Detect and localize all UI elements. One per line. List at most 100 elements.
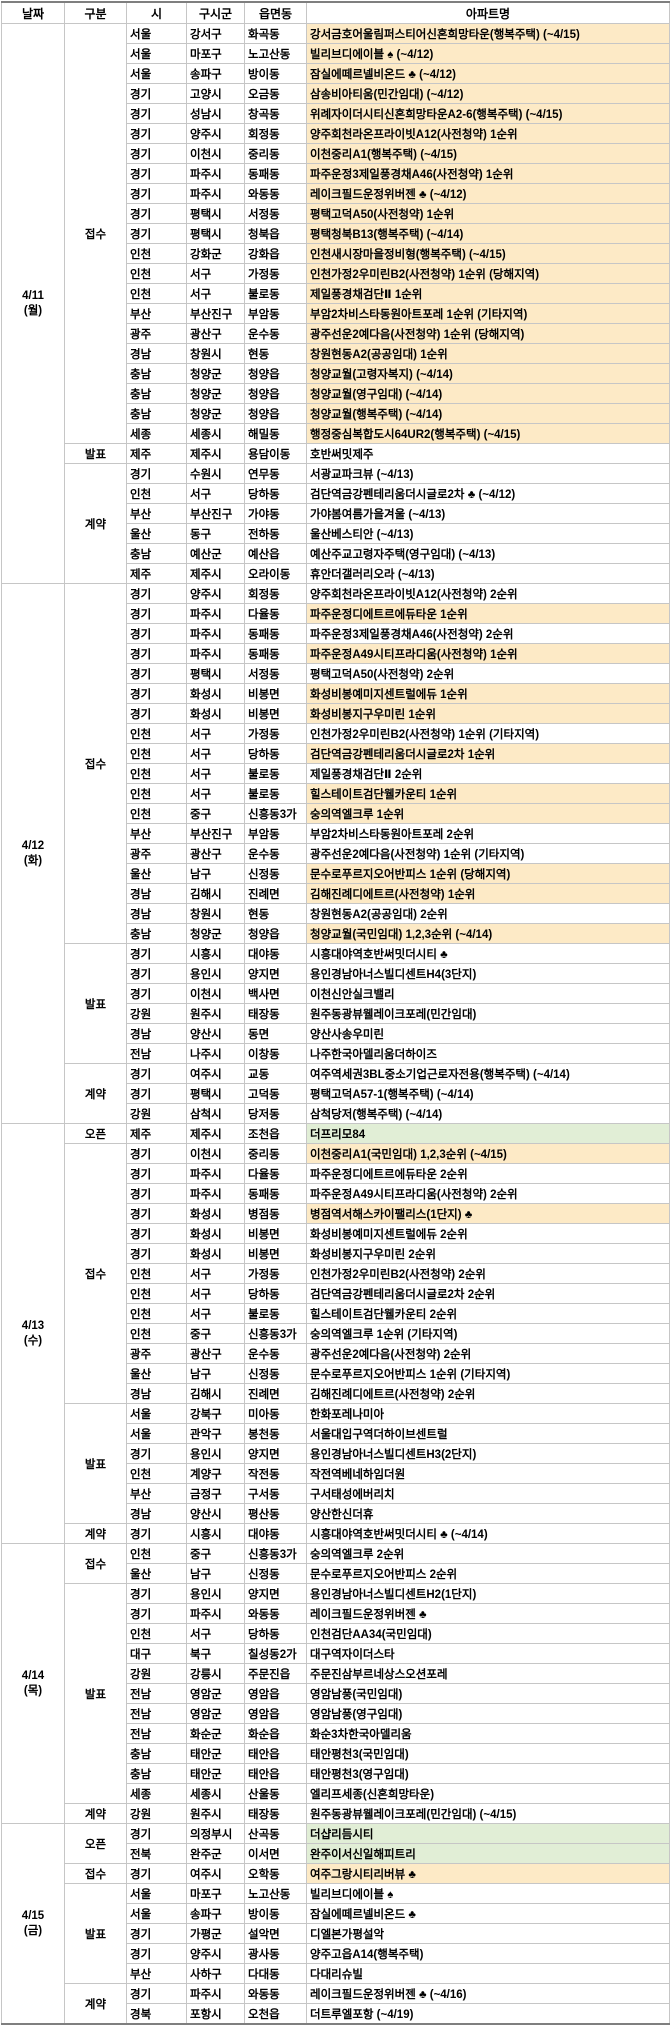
district-cell: 가평군	[186, 1923, 245, 1944]
city-cell: 경기	[126, 463, 187, 484]
town-cell: 방이동	[244, 1903, 307, 1924]
city-cell: 충남	[126, 1743, 187, 1764]
district-cell: 영암군	[186, 1703, 245, 1724]
table-row: 경기 파주시 동패동 파주운정3제일풍경채A46(사전청약) 2순위	[2, 623, 670, 644]
category-cell: 접수	[64, 23, 127, 444]
city-cell: 충남	[126, 363, 187, 384]
district-cell: 창원시	[186, 343, 245, 364]
city-cell: 강원	[126, 1103, 187, 1124]
city-cell: 강원	[126, 1663, 187, 1684]
city-cell: 경기	[126, 1523, 187, 1544]
apartment-cell: 인천가정2우미린B2(사전청약) 2순위	[306, 1263, 670, 1284]
apartment-cell: 호반써밋제주	[306, 443, 670, 464]
apartment-cell: 평택고덕A57-1(행복주택) (~4/14)	[306, 1083, 670, 1104]
city-cell: 대구	[126, 1643, 187, 1664]
date-cell: 4/14 (목)	[1, 1543, 65, 1824]
town-cell: 영암읍	[244, 1683, 307, 1704]
apartment-cell: 문수로푸르지오어반피스 1순위 (기타지역)	[306, 1363, 670, 1384]
apartment-cell: 파주운정디에트르에듀타운 2순위	[306, 1163, 670, 1184]
town-cell: 동패동	[244, 643, 307, 664]
apartment-cell: 예산주교고령자주택(영구임대) (~4/13)	[306, 543, 670, 564]
city-cell: 경기	[126, 943, 187, 964]
apartment-cell: 부암2차비스타동원아트포레 1순위 (기타지역)	[306, 303, 670, 324]
city-cell: 경기	[126, 123, 187, 144]
district-cell: 용인시	[186, 1443, 245, 1464]
city-cell: 경기	[126, 1083, 187, 1104]
apartment-cell: 파주운정A49시티프라디움(사전청약) 1순위	[306, 643, 670, 664]
town-cell: 비봉면	[244, 1223, 307, 1244]
district-cell: 청양군	[186, 383, 245, 404]
town-cell: 동패동	[244, 623, 307, 644]
apartment-cell: 서광교파크뷰 (~4/13)	[306, 463, 670, 484]
apartment-cell: 완주이서신일해피트리	[306, 1843, 670, 1864]
apartment-cell: 숭의역엘크루 1순위 (기타지역)	[306, 1323, 670, 1344]
category-cell: 발표	[64, 1403, 127, 1524]
district-cell: 중구	[186, 1543, 245, 1564]
city-cell: 경기	[126, 1183, 187, 1204]
district-cell: 세종시	[186, 1783, 245, 1804]
table-row: 경기 고양시 오금동 삼송비아티움(민간임대) (~4/12)	[2, 83, 670, 104]
city-cell: 광주	[126, 323, 187, 344]
category-cell: 접수	[64, 1863, 127, 1884]
town-cell: 태장동	[244, 1003, 307, 1024]
apartment-cell: 휴안더갤러리오라 (~4/13)	[306, 563, 670, 584]
town-cell: 와동동	[244, 1603, 307, 1624]
apartment-cell: 문수로푸르지오어반피스 2순위	[306, 1563, 670, 1584]
table-row: 인천 서구 가정동 인천가정2우미린B2(사전청약) 1순위 (기타지역)	[2, 723, 670, 744]
town-cell: 청양읍	[244, 403, 307, 424]
table-row: 경기 화성시 병점동 병점역서해스카이팰리스(1단지) ♣	[2, 1203, 670, 1224]
apartment-cell: 인천새시장마을정비형(행복주택) (~4/15)	[306, 243, 670, 264]
city-cell: 광주	[126, 1343, 187, 1364]
table-row: 인천 중구 신흥동3가 숭의역엘크루 1순위	[2, 803, 670, 824]
table-row: 경기 파주시 와동동 레이크필드운정위버젠 ♣ (~4/12)	[2, 183, 670, 204]
date-label: 4/15	[21, 1910, 45, 1923]
town-cell: 다대동	[244, 1963, 307, 1984]
town-cell: 청양읍	[244, 923, 307, 944]
city-cell: 인천	[126, 483, 187, 504]
town-cell: 연무동	[244, 463, 307, 484]
town-cell: 청양읍	[244, 383, 307, 404]
town-cell: 산울동	[244, 1783, 307, 1804]
table-row: 경기 파주시 다율동 파주운정디에트르에듀타운 1순위	[2, 603, 670, 624]
apartment-cell: 레이크필드운정위버젠 ♣	[306, 1603, 670, 1624]
apartment-cell: 한화포레나미아	[306, 1403, 670, 1424]
column-header-date: 날짜	[1, 1, 65, 24]
town-cell: 현동	[244, 343, 307, 364]
district-cell: 서구	[186, 1623, 245, 1644]
table-row: 인천 서구 불로동 제일풍경채검단Ⅱ 1순위	[2, 283, 670, 304]
town-cell: 불로동	[244, 283, 307, 304]
town-cell: 신흥동3가	[244, 1543, 307, 1564]
city-cell: 경기	[126, 1443, 187, 1464]
town-cell: 가야동	[244, 503, 307, 524]
table-row: 서울 마포구 노고산동 빌리브디에이블 ♠ (~4/12)	[2, 43, 670, 64]
town-cell: 구서동	[244, 1483, 307, 1504]
town-cell: 회정동	[244, 123, 307, 144]
table-row: 대구 북구 칠성동2가 대구역자이더스타	[2, 1643, 670, 1664]
apartment-cell: 파주운정3제일풍경채A46(사전청약) 1순위	[306, 163, 670, 184]
table-row: 발표 경기 시흥시 대야동 시흥대야역호반써밋더시티 ♣	[2, 943, 670, 1064]
district-cell: 성남시	[186, 103, 245, 124]
table-row: 경기 가평군 설악면 디엘본가평설악	[2, 1923, 670, 1944]
table-row: 강원 강릉시 주문진읍 주문진삼부르네상스오션포레	[2, 1663, 670, 1684]
district-cell: 광산구	[186, 323, 245, 344]
city-cell: 경기	[126, 643, 187, 664]
town-cell: 노고산동	[244, 1883, 307, 1904]
district-cell: 파주시	[186, 163, 245, 184]
apartment-cell: 시흥대야역호반써밋더시티 ♣ (~4/14)	[306, 1523, 670, 1544]
district-cell: 포항시	[186, 2003, 245, 2025]
city-cell: 울산	[126, 1563, 187, 1584]
apartment-cell: 양주회천라온프라이빗A12(사전청약) 2순위	[306, 583, 670, 604]
city-cell: 전남	[126, 1043, 187, 1064]
district-cell: 서구	[186, 743, 245, 764]
city-cell: 인천	[126, 803, 187, 824]
apartment-cell: 검단역금강펜테리움더시글로2차 1순위	[306, 743, 670, 764]
table-row: 발표 서울 마포구 노고산동 빌리브디에이블 ♠	[2, 1883, 670, 1984]
town-cell: 가정동	[244, 263, 307, 284]
table-row: 경기 양주시 회정동 양주회천라온프라이빗A12(사전청약) 1순위	[2, 123, 670, 144]
district-cell: 광산구	[186, 1343, 245, 1364]
district-cell: 평택시	[186, 223, 245, 244]
city-cell: 강원	[126, 1003, 187, 1024]
table-row: 인천 서구 당하동 검단역금강펜테리움더시글로2차 2순위	[2, 1283, 670, 1304]
table-row: 경기 양주시 광사동 양주고읍A14(행복주택)	[2, 1943, 670, 1964]
table-row: 접수 경기 이천시 중리동 이천중리A1(국민임대) 1,2,3순위 (~4/15)	[2, 1143, 670, 1404]
